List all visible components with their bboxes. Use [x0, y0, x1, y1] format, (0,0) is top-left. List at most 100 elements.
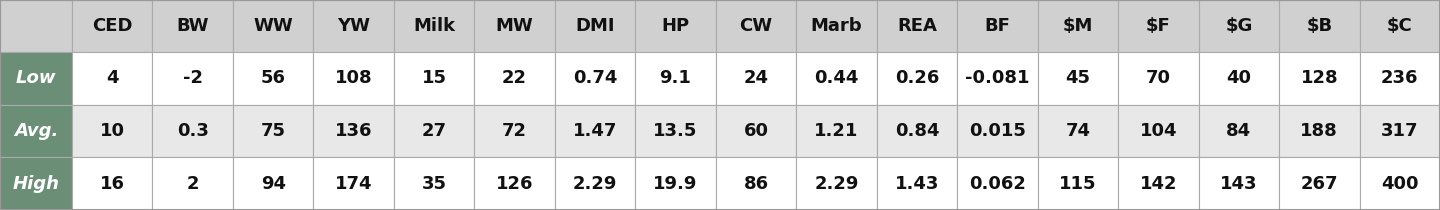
Text: 1.43: 1.43	[894, 175, 939, 193]
Text: 143: 143	[1220, 175, 1257, 193]
Bar	[233, 105, 314, 157]
Bar	[153, 157, 233, 210]
Bar	[554, 52, 635, 105]
Bar	[395, 0, 474, 52]
Text: High: High	[13, 175, 59, 193]
Bar	[1038, 157, 1117, 210]
Bar	[1279, 0, 1359, 52]
Bar	[1279, 157, 1359, 210]
Text: 128: 128	[1300, 69, 1338, 87]
Bar	[877, 105, 958, 157]
Text: -0.081: -0.081	[965, 69, 1030, 87]
Bar	[153, 52, 233, 105]
Bar	[474, 52, 554, 105]
Text: 19.9: 19.9	[654, 175, 698, 193]
Text: $F: $F	[1146, 17, 1171, 35]
Bar	[635, 0, 716, 52]
Bar	[233, 0, 314, 52]
Text: 104: 104	[1139, 122, 1176, 140]
Text: HP: HP	[661, 17, 690, 35]
Text: 4: 4	[107, 69, 118, 87]
Text: WW: WW	[253, 17, 294, 35]
Bar	[233, 157, 314, 210]
Text: Marb: Marb	[811, 17, 863, 35]
Text: 126: 126	[495, 175, 533, 193]
Text: 72: 72	[503, 122, 527, 140]
Bar	[474, 0, 554, 52]
Text: 136: 136	[336, 122, 373, 140]
Text: 40: 40	[1227, 69, 1251, 87]
Text: 0.84: 0.84	[894, 122, 939, 140]
Text: MW: MW	[495, 17, 533, 35]
Bar	[1279, 105, 1359, 157]
Text: 13.5: 13.5	[654, 122, 698, 140]
Text: 9.1: 9.1	[660, 69, 691, 87]
Text: 84: 84	[1227, 122, 1251, 140]
Text: CED: CED	[92, 17, 132, 35]
Text: 70: 70	[1146, 69, 1171, 87]
Text: DMI: DMI	[576, 17, 615, 35]
Text: $B: $B	[1306, 17, 1332, 35]
Text: 1.47: 1.47	[573, 122, 618, 140]
Text: REA: REA	[897, 17, 937, 35]
Bar	[1359, 105, 1440, 157]
Bar	[72, 105, 153, 157]
Bar	[1198, 52, 1279, 105]
Text: 2: 2	[186, 175, 199, 193]
Bar	[1198, 0, 1279, 52]
Bar	[395, 105, 474, 157]
Bar	[554, 0, 635, 52]
Bar	[958, 52, 1038, 105]
Bar	[1117, 105, 1198, 157]
Bar	[474, 105, 554, 157]
Bar	[72, 0, 153, 52]
Bar	[0, 0, 72, 52]
Text: 400: 400	[1381, 175, 1418, 193]
Bar	[233, 52, 314, 105]
Text: 236: 236	[1381, 69, 1418, 87]
Text: 60: 60	[743, 122, 769, 140]
Text: 15: 15	[422, 69, 446, 87]
Text: BF: BF	[985, 17, 1011, 35]
Bar	[1038, 105, 1117, 157]
Text: 108: 108	[336, 69, 373, 87]
Bar	[0, 52, 72, 105]
Text: 317: 317	[1381, 122, 1418, 140]
Text: 86: 86	[743, 175, 769, 193]
Text: $G: $G	[1225, 17, 1253, 35]
Text: 0.74: 0.74	[573, 69, 618, 87]
Bar	[796, 105, 877, 157]
Bar	[72, 52, 153, 105]
Bar	[635, 52, 716, 105]
Bar	[1198, 157, 1279, 210]
Text: 2.29: 2.29	[573, 175, 618, 193]
Bar	[1359, 52, 1440, 105]
Text: 56: 56	[261, 69, 285, 87]
Bar	[716, 0, 796, 52]
Text: 75: 75	[261, 122, 285, 140]
Bar	[314, 52, 395, 105]
Bar	[958, 157, 1038, 210]
Bar	[796, 157, 877, 210]
Text: Avg.: Avg.	[14, 122, 58, 140]
Text: 0.44: 0.44	[814, 69, 858, 87]
Text: -2: -2	[183, 69, 203, 87]
Bar	[716, 157, 796, 210]
Text: 115: 115	[1060, 175, 1097, 193]
Bar	[1279, 52, 1359, 105]
Text: 2.29: 2.29	[814, 175, 858, 193]
Text: $C: $C	[1387, 17, 1413, 35]
Bar	[0, 157, 72, 210]
Text: 1.21: 1.21	[814, 122, 858, 140]
Bar	[958, 105, 1038, 157]
Bar	[1198, 105, 1279, 157]
Bar	[716, 52, 796, 105]
Text: 0.015: 0.015	[969, 122, 1025, 140]
Bar	[395, 52, 474, 105]
Bar	[1117, 0, 1198, 52]
Bar	[958, 0, 1038, 52]
Bar	[1359, 0, 1440, 52]
Bar	[1359, 157, 1440, 210]
Text: 188: 188	[1300, 122, 1338, 140]
Bar	[877, 52, 958, 105]
